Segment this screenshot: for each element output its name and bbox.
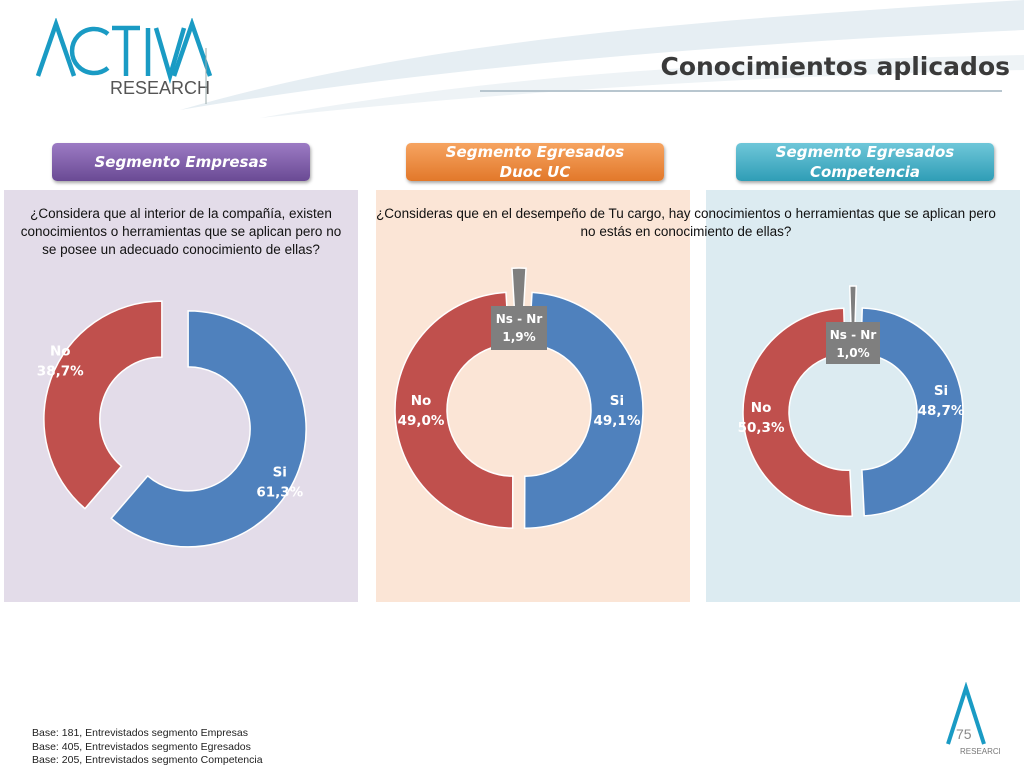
logo-research-text: RESEARCH — [110, 78, 210, 98]
slice-value-label: 48,7% — [918, 403, 965, 419]
slice-value-label: 1,9% — [502, 330, 535, 344]
footer-activa-logo: RESEARCH — [946, 682, 1000, 756]
donut-slice-si — [860, 307, 964, 517]
slice-category-label: Ns - Nr — [496, 312, 543, 326]
slice-value-label: 1,0% — [836, 346, 869, 360]
segment-duoc-header: Segmento Egresados Duoc UC — [406, 143, 664, 181]
donut-slice-no — [742, 307, 854, 517]
segment-label-line1: Segmento Egresados — [775, 143, 955, 161]
segment-competencia-header: Segmento Egresados Competencia — [736, 143, 994, 181]
segment-label-line1: Segmento Egresados — [445, 143, 625, 161]
slice-category-label: Si — [934, 383, 948, 399]
donut-chart-egresados-duoc: Si 49,1% No 49,0% Ns - Nr 1,9% — [394, 267, 644, 529]
question-empresas: ¿Considera que al interior de la compañí… — [20, 206, 342, 257]
slice-category-label: No — [411, 393, 432, 409]
donut-chart-empresas: Si 61,3% No 38,7% — [37, 300, 307, 548]
base-note: Base: 405, Entrevistados segmento Egresa… — [32, 740, 251, 753]
slice-value-label: 49,1% — [594, 413, 641, 429]
slice-value-label: 61,3% — [256, 484, 303, 500]
activa-research-logo: RESEARCH — [35, 18, 213, 104]
question-egresados: ¿Consideras que en el desempeño de Tu ca… — [376, 206, 996, 239]
segment-label: Segmento Empresas — [94, 153, 268, 171]
slice-value-label: 50,3% — [738, 420, 785, 436]
donut-slice-si — [110, 310, 307, 548]
donut-slice-no — [394, 291, 514, 529]
segment-empresas-header: Segmento Empresas — [52, 143, 310, 181]
base-note: Base: 205, Entrevistados segmento Compet… — [32, 754, 263, 766]
ns-nr-label-box — [826, 322, 880, 364]
slice-category-label: No — [50, 344, 71, 360]
page-title: Conocimientos aplicados — [660, 52, 1010, 81]
page-number: 75 — [956, 726, 972, 742]
ns-nr-label-box — [491, 306, 547, 350]
slice-category-label: No — [751, 400, 772, 416]
segment-label-line2: Competencia — [809, 163, 921, 181]
donut-slice-si — [523, 291, 644, 529]
header-swoosh-decoration — [180, 0, 1024, 118]
slice-category-label: Si — [273, 464, 287, 480]
slice-category-label: Ns - Nr — [830, 328, 877, 342]
slice-value-label: 38,7% — [37, 364, 84, 380]
base-notes: Base: 181, Entrevistados segmento Empres… — [32, 727, 263, 768]
slice-value-label: 49,0% — [398, 413, 445, 429]
segment-label-line2: Duoc UC — [499, 163, 571, 181]
donut-slice-no — [43, 300, 163, 510]
donut-chart-egresados-competencia: Si 48,7% No 50,3% Ns - Nr 1,0% — [738, 285, 965, 517]
slice-category-label: Si — [610, 393, 624, 409]
footer-logo-text: RESEARCH — [960, 747, 1000, 756]
title-divider — [480, 90, 1002, 92]
base-note: Base: 181, Entrevistados segmento Empres… — [32, 727, 248, 739]
